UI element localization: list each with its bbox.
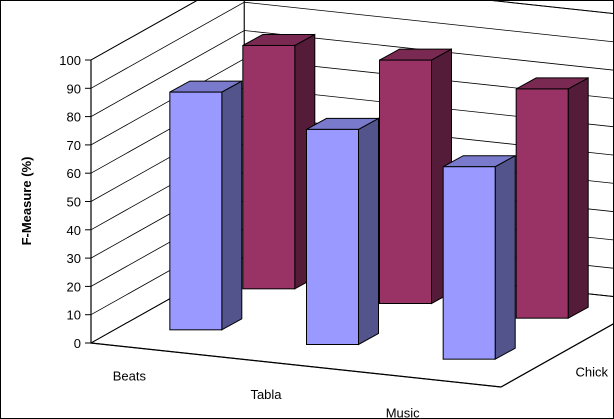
gridline <box>90 1 613 61</box>
bar-boom-tabla <box>379 48 452 305</box>
bar-side <box>494 154 516 361</box>
bar-chick-tabla <box>306 117 379 346</box>
bars <box>169 33 589 361</box>
bar-front <box>515 88 569 319</box>
axes <box>90 60 613 388</box>
gridline <box>90 1 613 89</box>
bar-side <box>567 77 589 320</box>
x-axis <box>90 342 502 388</box>
y-tick-label: 100 <box>59 53 81 68</box>
category-label: Tabla <box>250 387 282 402</box>
y-tick-label: 40 <box>67 223 81 238</box>
bar-chick-music <box>442 154 516 361</box>
bar-front <box>306 128 359 345</box>
bar-front <box>242 44 296 290</box>
bar-side <box>221 80 243 331</box>
y-tick-label: 0 <box>74 336 81 351</box>
y-tick-label: 20 <box>67 279 81 294</box>
y-tick-label: 90 <box>67 81 81 96</box>
depth-series-labels: ChickBoom <box>576 365 609 380</box>
bar-front <box>442 166 496 360</box>
y-tick-label: 50 <box>67 195 81 210</box>
bar-chick-beats <box>169 80 243 331</box>
bar-boom-music <box>515 77 589 320</box>
category-label: Music <box>386 406 420 418</box>
bar-boom-beats <box>242 33 316 290</box>
depth-axis <box>500 323 613 388</box>
y-tick-labels: 0 10 20 30 40 50 60 70 80 90 100 <box>59 53 81 351</box>
series-label: Chick <box>576 365 609 380</box>
category-label: Beats <box>113 368 147 383</box>
y-tick-label: 70 <box>67 138 81 153</box>
bar-side <box>358 117 379 346</box>
y-axis-title: F-Measure (%) <box>19 157 34 246</box>
y-tick-label: 80 <box>67 110 81 125</box>
category-labels: Beats Tabla Music <box>113 368 420 418</box>
bar-front <box>169 91 223 331</box>
y-tick-label: 30 <box>67 251 81 266</box>
bar-front <box>379 59 432 305</box>
y-tick-label: 60 <box>67 166 81 181</box>
gridline <box>90 30 613 117</box>
y-tick-label: 10 <box>67 308 81 323</box>
